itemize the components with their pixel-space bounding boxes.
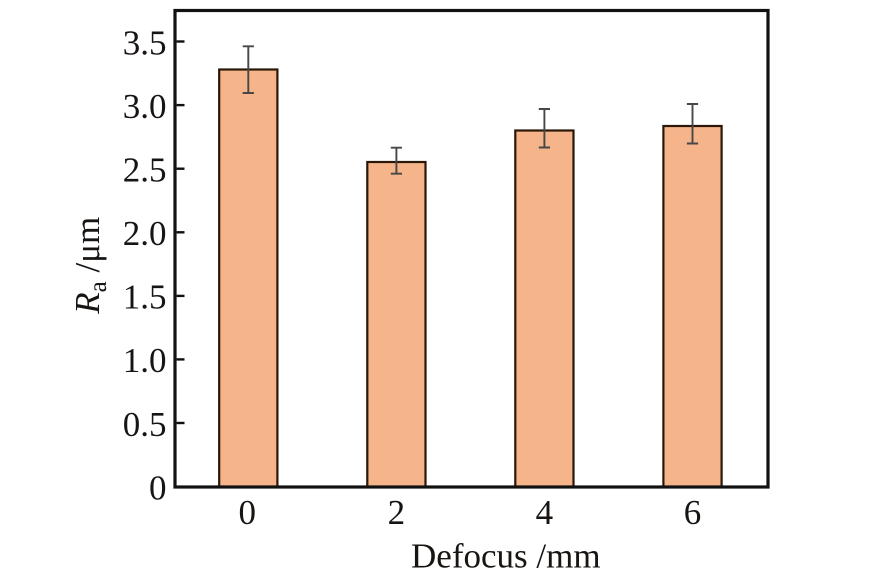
svg-text:4: 4 <box>536 493 554 532</box>
svg-text:3.5: 3.5 <box>123 23 167 62</box>
svg-text:3.0: 3.0 <box>123 87 167 126</box>
svg-text:2.0: 2.0 <box>123 214 167 253</box>
svg-text:Defocus /mm: Defocus /mm <box>411 537 601 576</box>
svg-text:0: 0 <box>239 493 257 532</box>
svg-text:0.5: 0.5 <box>123 405 167 444</box>
svg-text:6: 6 <box>684 493 702 532</box>
svg-text:Ra /μm: Ra /μm <box>68 217 112 315</box>
svg-text:0: 0 <box>149 468 167 507</box>
svg-text:2: 2 <box>388 493 406 532</box>
svg-text:2.5: 2.5 <box>123 151 167 190</box>
svg-text:1.5: 1.5 <box>123 278 167 317</box>
svg-text:1.0: 1.0 <box>123 341 167 380</box>
